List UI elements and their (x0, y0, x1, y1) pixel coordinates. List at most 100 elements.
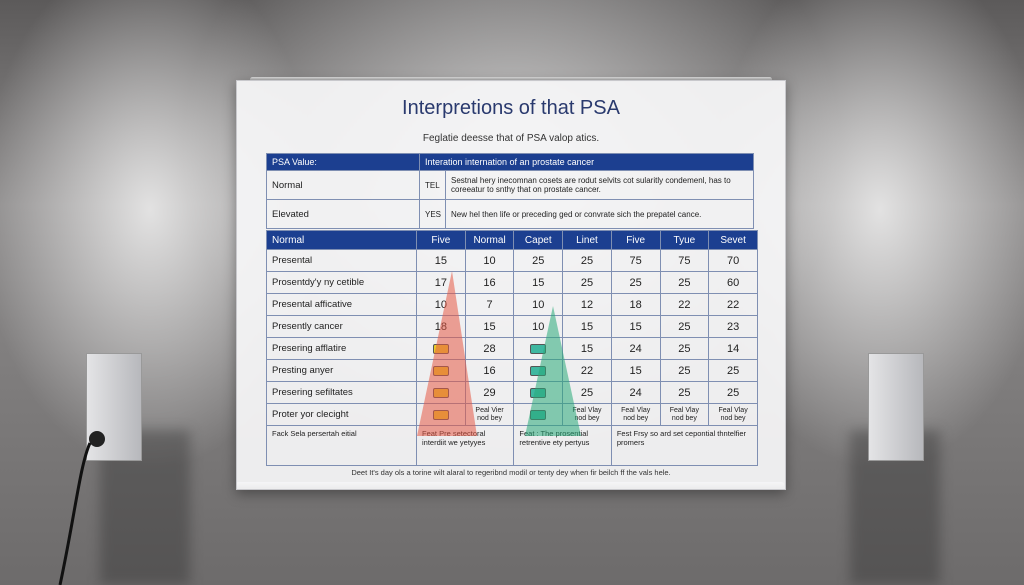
table-cell: Feal Vlay nod bey (708, 403, 758, 426)
table-cell: 22 (562, 359, 612, 382)
header-cell: Sevet (708, 230, 758, 250)
table-cell: 22 (659, 293, 710, 316)
row-label: Presering sefiltates (266, 381, 417, 404)
table-cell: 29 (464, 381, 515, 404)
table-row: Proter yor clecight Peal Vier nod bey Feal… (266, 403, 758, 426)
icon (530, 387, 547, 398)
header-cell: Capet (513, 230, 564, 250)
row-label: Prosentdy'y ny cetible (266, 271, 417, 294)
header-cell: Interation internation of an prostate ca… (419, 153, 754, 171)
row-label: Presting anyer (266, 359, 417, 382)
table-cell: 25 (513, 249, 564, 272)
table-cell: 25 (708, 359, 758, 382)
table-cell: 15 (562, 315, 612, 338)
table-cell: 18 (610, 293, 661, 316)
table-row: Presently cancer 18 15 10 15 15 25 23 (266, 315, 758, 338)
poster-subtitle: Feglatie deesse that of PSA valop atics. (422, 133, 600, 144)
header-cell: Tyue (659, 230, 710, 250)
table-cell: 14 (708, 337, 758, 360)
table-cell: 25 (562, 249, 612, 272)
table-cell: YES (419, 199, 446, 229)
header-row: PSA Value: Interation internation of an p… (266, 153, 754, 171)
table-row: Presental 15 10 25 25 75 75 70 (266, 249, 758, 272)
table-cell: 7 (464, 293, 515, 316)
table-row: Presering sefiltates 29 25 24 25 25 (266, 381, 758, 404)
table-cell: 15 (464, 315, 515, 338)
table-cell: Feal Vlay nod bey (562, 403, 612, 426)
icon-cell (416, 403, 466, 426)
hanging-rod (250, 77, 772, 82)
table-cell: 75 (659, 249, 710, 272)
table-cell: 15 (610, 315, 661, 338)
row-label: Presently cancer (266, 315, 417, 338)
header-cell: PSA Value: (266, 153, 420, 171)
table-cell: 15 (610, 359, 661, 382)
table-cell: 25 (659, 337, 710, 360)
footer-cell: Feat : The prosential retrentive ety per… (513, 425, 612, 466)
icon (530, 409, 547, 420)
table-cell: 25 (659, 315, 710, 338)
table-cell: 10 (513, 315, 564, 338)
table-row: Prosentdy'y ny cetible 17 16 15 25 25 25 60 (266, 271, 758, 294)
table-cell: 25 (562, 271, 612, 294)
icon-cell (513, 337, 564, 360)
table-cell: TEL (419, 170, 446, 200)
icon (432, 387, 449, 398)
table-cell: Feal Vlay nod bey (610, 403, 661, 426)
table-cell: 25 (659, 359, 710, 382)
table-cell: 25 (659, 381, 710, 404)
footer-cell: Fack Sela persertah eitial (266, 425, 417, 466)
wall-lamp (868, 353, 924, 461)
icon-cell (416, 381, 466, 404)
table-row: Presental afficative 10 7 10 12 18 22 22 (266, 293, 758, 316)
table-row: Presering afflatire 28 15 24 25 14 (266, 337, 758, 360)
row-label: Presering afflatire (266, 337, 417, 360)
footer-row: Fack Sela persertah eitial Feat Pre setec… (266, 425, 759, 466)
icon (432, 343, 449, 354)
main-table: Normal Five Normal Capet Linet Five Tyue Sevet P… (266, 230, 759, 466)
table-cell: 17 (416, 271, 466, 294)
table-cell: 28 (464, 337, 515, 360)
icon (530, 365, 547, 376)
table-cell: 15 (562, 337, 612, 360)
table-row: Elevated YES New hel then life or precedin… (266, 199, 754, 229)
table-cell: Normal (266, 170, 420, 200)
header-cell: Linet (562, 230, 612, 250)
table-cell: 25 (708, 381, 758, 404)
table-cell: 23 (708, 315, 758, 338)
poster-title: Interpretions of that PSA (402, 97, 620, 119)
header-cell: Normal (464, 230, 515, 250)
table-cell: 22 (708, 293, 758, 316)
table-cell: 18 (416, 315, 466, 338)
top-table: PSA Value: Interation internation of an p… (266, 153, 754, 229)
icon (432, 365, 449, 376)
footer-cell: Fest Frsy so ard set cepontial thntelfie… (610, 425, 759, 466)
table-cell: Feal Vlay nod bey (659, 403, 710, 426)
table-cell: 25 (562, 381, 612, 404)
icon-cell (416, 359, 466, 382)
table-cell: 10 (416, 293, 466, 316)
table-cell: 75 (610, 249, 661, 272)
cable-wire (58, 442, 92, 585)
table-cell: 24 (610, 381, 661, 404)
table-cell: 12 (562, 293, 612, 316)
header-cell: Normal (266, 230, 417, 250)
header-cell: Five (416, 230, 466, 250)
poster: Interpretions of that PSA Feglatie deess… (236, 80, 786, 490)
table-row: Normal TEL Sestnal hery inecomnan cosets a… (266, 170, 754, 200)
table-cell: 60 (708, 271, 758, 294)
table-cell: 10 (513, 293, 564, 316)
table-cell: 25 (659, 271, 710, 294)
table-cell: 15 (513, 271, 564, 294)
icon (530, 343, 547, 354)
table-cell: 10 (464, 249, 515, 272)
cable (58, 431, 105, 585)
table-cell: 25 (610, 271, 661, 294)
footer-cell: Feat Pre setectoral interdiit we yetyyes (415, 425, 515, 466)
plug (89, 431, 105, 447)
table-cell: 15 (416, 249, 466, 272)
icon (432, 409, 449, 420)
row-label: Presental afficative (266, 293, 417, 316)
